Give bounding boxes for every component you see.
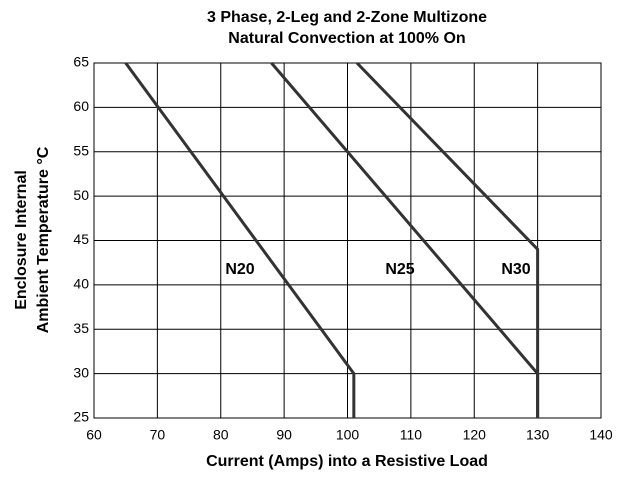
x-tick-label: 90 bbox=[276, 427, 292, 443]
series-line bbox=[355, 61, 540, 418]
x-tick-label: 130 bbox=[526, 427, 550, 443]
plot-frame bbox=[93, 62, 602, 419]
chart-title: 3 Phase, 2-Leg and 2-Zone Multizone bbox=[207, 9, 487, 26]
y-tick-label: 25 bbox=[73, 409, 89, 425]
y-tick-label: 60 bbox=[73, 98, 89, 114]
y-tick-label: 45 bbox=[73, 231, 89, 247]
y-tick-label: 65 bbox=[73, 54, 89, 70]
x-tick-label: 80 bbox=[213, 427, 229, 443]
series-line bbox=[124, 62, 356, 418]
series-label: N30 bbox=[501, 261, 530, 278]
x-tick-label: 120 bbox=[463, 427, 487, 443]
x-tick-label: 60 bbox=[86, 427, 102, 443]
y-tick-label: 35 bbox=[73, 320, 89, 336]
x-tick-label: 110 bbox=[400, 427, 423, 443]
y-tick-label: 40 bbox=[73, 276, 89, 292]
y-tick-label: 30 bbox=[73, 364, 89, 380]
x-axis-label: Current (Amps) into a Resistive Load bbox=[206, 453, 488, 470]
x-tick-label: 100 bbox=[336, 427, 360, 443]
y-axis-label: Ambient Temperature °C bbox=[35, 146, 52, 333]
chart-title: Natural Convection at 100% On bbox=[228, 30, 465, 47]
x-tick-label: 70 bbox=[150, 427, 166, 443]
y-tick-label: 55 bbox=[73, 142, 89, 158]
series-label: N20 bbox=[225, 261, 254, 278]
y-axis-label: Enclosure Internal bbox=[13, 170, 30, 310]
series-label: N25 bbox=[385, 261, 414, 278]
y-tick-label: 50 bbox=[73, 187, 89, 203]
x-tick-label: 140 bbox=[589, 427, 613, 443]
